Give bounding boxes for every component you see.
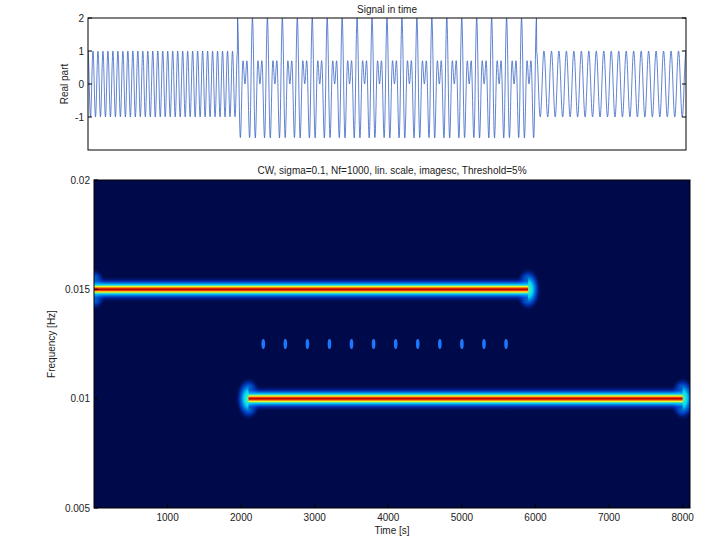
x-tick-label: 7000 bbox=[598, 512, 621, 523]
x-tick bbox=[388, 504, 389, 508]
plot-frame bbox=[94, 180, 690, 508]
panel-title: CW, sigma=0.1, Nf=1000, lin. scale, imag… bbox=[257, 165, 526, 176]
y-tick bbox=[88, 51, 92, 52]
x-tick-label: 6000 bbox=[524, 512, 547, 523]
y-tick bbox=[94, 180, 98, 181]
x-tick-label: 1000 bbox=[156, 512, 179, 523]
x-tick bbox=[167, 504, 168, 508]
x-tick bbox=[535, 504, 536, 508]
y-tick bbox=[88, 84, 92, 85]
y-tick-label: 1 bbox=[78, 46, 84, 57]
x-tick-label: 5000 bbox=[451, 512, 474, 523]
y-tick bbox=[94, 508, 98, 509]
y-tick-label: 0.015 bbox=[65, 284, 90, 295]
signal-line bbox=[88, 18, 686, 138]
cross-term bbox=[306, 339, 310, 349]
figure: -1 0 1 2 Signal in time Real part 1000 2000 3000… bbox=[0, 0, 704, 542]
y-tick bbox=[682, 18, 686, 19]
x-tick bbox=[314, 504, 315, 508]
ridge bbox=[94, 276, 528, 302]
x-tick bbox=[461, 504, 462, 508]
cross-term bbox=[460, 339, 464, 349]
signal-group bbox=[88, 18, 686, 138]
x-tick bbox=[682, 504, 683, 508]
cross-term bbox=[416, 339, 420, 349]
cross-term bbox=[350, 339, 354, 349]
heatmap-background bbox=[94, 180, 690, 508]
y-tick bbox=[88, 117, 92, 118]
y-tick bbox=[88, 18, 92, 19]
y-tick-label: 0.005 bbox=[65, 503, 90, 514]
x-tick bbox=[241, 504, 242, 508]
y-tick bbox=[682, 117, 686, 118]
x-tick-label: 4000 bbox=[377, 512, 400, 523]
x-tick-label: 2000 bbox=[230, 512, 253, 523]
cross-term bbox=[284, 339, 288, 349]
y-tick bbox=[94, 289, 98, 290]
ridge bbox=[249, 386, 683, 412]
plot-background bbox=[88, 18, 686, 150]
y-axis-title: Frequency [Hz] bbox=[46, 310, 57, 378]
cross-term bbox=[438, 339, 442, 349]
cross-term bbox=[328, 339, 332, 349]
cross-term bbox=[394, 339, 398, 349]
y-tick-label: 0.01 bbox=[71, 393, 91, 404]
y-tick bbox=[94, 398, 98, 399]
y-tick-label: 0.02 bbox=[71, 175, 91, 186]
y-tick-label: 2 bbox=[78, 13, 84, 24]
x-tick-label: 8000 bbox=[672, 512, 695, 523]
y-tick-label: -1 bbox=[75, 112, 84, 123]
cross-term bbox=[482, 339, 486, 349]
x-tick bbox=[609, 504, 610, 508]
cross-term bbox=[504, 339, 508, 349]
plot-frame bbox=[88, 18, 686, 150]
panel-title: Signal in time bbox=[357, 4, 417, 15]
cross-term bbox=[261, 339, 265, 349]
y-tick-label: 0 bbox=[78, 79, 84, 90]
x-axis-title: Time [s] bbox=[374, 525, 409, 536]
cross-term bbox=[372, 339, 376, 349]
y-tick bbox=[682, 51, 686, 52]
heatmap-group bbox=[94, 267, 690, 420]
x-tick-label: 3000 bbox=[304, 512, 327, 523]
y-tick bbox=[682, 84, 686, 85]
y-axis-title: Real part bbox=[59, 63, 70, 104]
